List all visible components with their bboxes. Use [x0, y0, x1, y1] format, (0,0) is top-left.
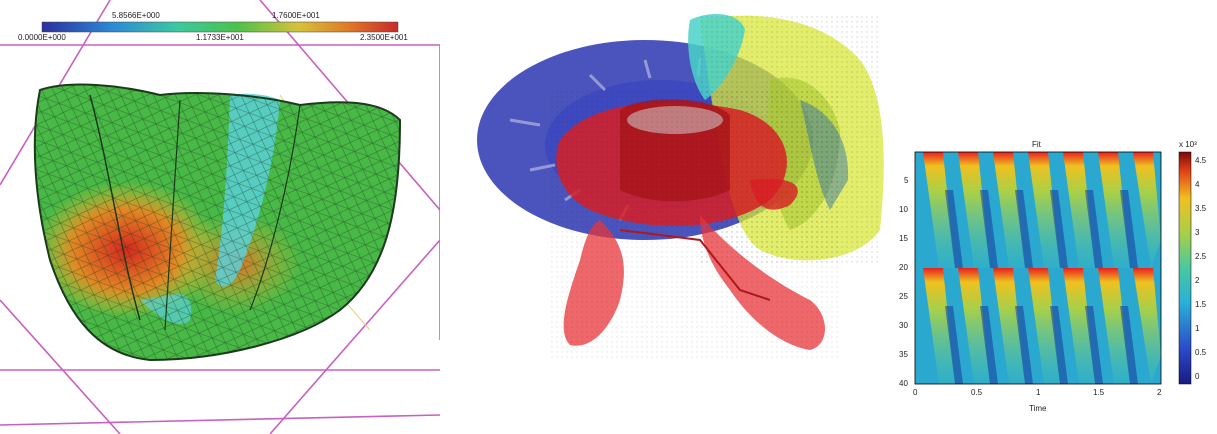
- y-tick: 15: [899, 234, 908, 243]
- colorbar-label-bottom-1: 0.0000E+000: [18, 33, 66, 42]
- colorbar-tick: 3: [1195, 228, 1200, 237]
- colorbar-label-bottom-3: 2.3500E+001: [360, 33, 408, 42]
- heart-mesh: [33, 83, 402, 362]
- colorbar-label-bottom-2: 1.1733E+001: [196, 33, 244, 42]
- heatmap-title: Fit: [1032, 140, 1041, 149]
- heatmap-panel: Fit Time x 10³ 0 0.5 1 1.5 2 5 10 15 20 …: [895, 130, 1217, 430]
- colorbar-tick: 2.5: [1195, 252, 1207, 261]
- heatmap-figure: [914, 151, 1192, 385]
- y-tick: 5: [904, 176, 909, 185]
- assembly-model-panel: [470, 0, 910, 434]
- red-body: [550, 90, 840, 360]
- x-tick: 2: [1157, 388, 1162, 397]
- x-tick: 0.5: [971, 388, 983, 397]
- colorbar-tick: 2: [1195, 276, 1200, 285]
- x-tick: 1: [1036, 388, 1041, 397]
- colorbar-tick: 1.5: [1195, 300, 1207, 309]
- y-tick: 35: [899, 350, 908, 359]
- y-tick: 40: [899, 379, 908, 388]
- colorbar-tick: 0.5: [1195, 348, 1207, 357]
- y-tick: 20: [899, 263, 908, 272]
- colorbar-label-top-2: 1.7600E+001: [272, 11, 320, 20]
- heatmap-streaks: [923, 152, 1161, 384]
- colorbar-label-top-1: 5.8566E+000: [112, 11, 160, 20]
- x-tick: 0: [913, 388, 918, 397]
- heatmap-colorbar-exponent: x 10³: [1179, 140, 1197, 149]
- colorbar-tick: 0: [1195, 372, 1200, 381]
- colorbar-tick: 1: [1195, 324, 1200, 333]
- colorbar-tick: 3.5: [1195, 204, 1207, 213]
- colorbar-tick: 4.5: [1195, 156, 1207, 165]
- y-tick: 25: [899, 292, 908, 301]
- heart-mesh-figure: [0, 0, 440, 434]
- y-tick: 30: [899, 321, 908, 330]
- assembly-model-figure: [477, 14, 884, 360]
- heatmap-colorbar: [1178, 151, 1192, 385]
- heatmap-xlabel: Time: [1029, 404, 1047, 413]
- colorbar-tick: 4: [1195, 180, 1200, 189]
- x-tick: 1.5: [1093, 388, 1105, 397]
- y-tick: 10: [899, 205, 908, 214]
- heart-mesh-panel: 5.8566E+000 1.7600E+001 0.0000E+000 1.17…: [0, 0, 440, 434]
- colorbar: [41, 21, 399, 33]
